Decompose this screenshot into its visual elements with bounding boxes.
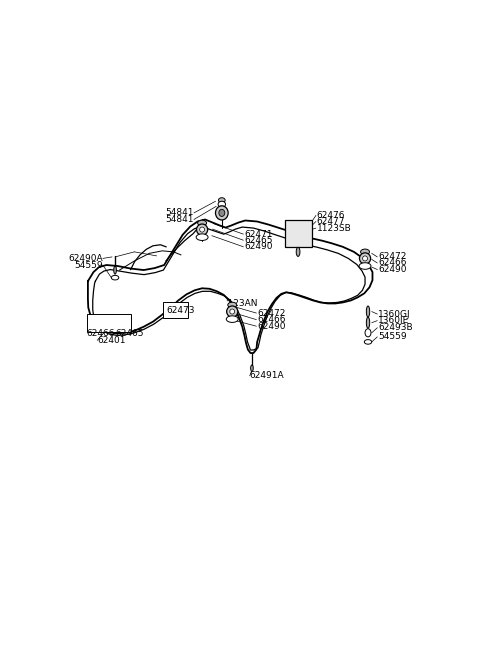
Ellipse shape (196, 234, 208, 240)
Text: 62472: 62472 (378, 252, 407, 261)
Ellipse shape (366, 317, 370, 328)
Ellipse shape (362, 256, 368, 261)
Text: 62465: 62465 (244, 236, 273, 244)
Text: 62466: 62466 (86, 328, 115, 338)
Ellipse shape (216, 206, 228, 220)
Text: 62401: 62401 (97, 336, 126, 345)
Text: 62477: 62477 (317, 217, 345, 226)
Bar (87, 314, 132, 332)
Text: 54841: 54841 (166, 215, 194, 224)
Ellipse shape (219, 210, 225, 216)
Bar (163, 302, 188, 317)
Text: 62490: 62490 (378, 265, 407, 274)
Text: 62466: 62466 (378, 258, 407, 267)
Text: '123AN: '123AN (226, 300, 258, 308)
Ellipse shape (200, 227, 204, 232)
Text: 62490: 62490 (257, 322, 286, 330)
Ellipse shape (360, 253, 371, 264)
Text: 62472: 62472 (257, 309, 286, 317)
Text: 54559: 54559 (74, 261, 103, 269)
Text: 1360JE: 1360JE (378, 316, 409, 325)
Text: 62493B: 62493B (378, 323, 413, 332)
Ellipse shape (218, 198, 225, 203)
Text: 62476: 62476 (317, 211, 345, 220)
Ellipse shape (198, 220, 206, 226)
Ellipse shape (366, 306, 370, 317)
Text: 54559: 54559 (378, 332, 407, 342)
Ellipse shape (364, 340, 372, 344)
Text: 62465: 62465 (116, 328, 144, 338)
Text: 1360GJ: 1360GJ (378, 309, 411, 319)
Text: 62473: 62473 (166, 306, 194, 315)
Ellipse shape (218, 201, 226, 208)
Ellipse shape (114, 266, 116, 274)
Text: 62471: 62471 (244, 230, 273, 238)
Ellipse shape (365, 328, 371, 337)
Text: 62491A: 62491A (250, 371, 284, 380)
Text: 62490: 62490 (244, 242, 273, 251)
Ellipse shape (359, 263, 371, 269)
Bar (285, 221, 312, 247)
Ellipse shape (228, 302, 237, 307)
Ellipse shape (230, 309, 235, 314)
Ellipse shape (196, 224, 208, 235)
Ellipse shape (296, 247, 300, 256)
Text: 62466: 62466 (257, 315, 286, 324)
Ellipse shape (360, 249, 370, 255)
Ellipse shape (251, 365, 253, 371)
Ellipse shape (227, 306, 238, 317)
Ellipse shape (111, 275, 119, 280)
Ellipse shape (226, 316, 238, 323)
Text: 62490A: 62490A (68, 254, 103, 263)
Text: 1123SB: 1123SB (317, 223, 351, 233)
Text: 54841: 54841 (166, 208, 194, 217)
